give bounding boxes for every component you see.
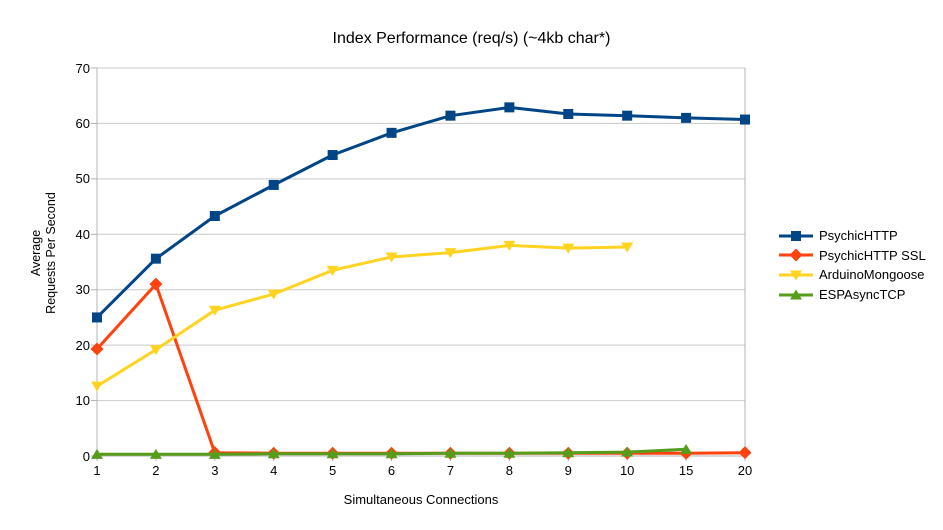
- series-marker-psychichttp-x10: [622, 110, 633, 121]
- series-marker-psychichttp-ssl-x20: [738, 446, 752, 460]
- series-marker-espasynctcp-x1: [91, 448, 103, 459]
- series-marker-arduinomongoose-x4: [267, 289, 280, 300]
- legend-label-espasynctcp: ESPAsyncTCP: [819, 287, 906, 303]
- series-marker-psychichttp-ssl-x2: [149, 277, 163, 291]
- legend-item-espasynctcp: ESPAsyncTCP: [779, 285, 926, 305]
- legend-item-psychichttp: PsychicHTTP: [779, 226, 926, 246]
- series-marker-espasynctcp-x3: [208, 448, 221, 459]
- series-marker-arduinomongoose-x8: [503, 240, 516, 251]
- y-tick-label-70: 70: [75, 60, 90, 76]
- series-marker-psychichttp-x7: [445, 110, 456, 121]
- diamond-marker-icon: [779, 248, 813, 262]
- y-tick-label-30: 30: [75, 282, 90, 298]
- x-tick-label-15: 15: [678, 463, 694, 478]
- series-marker-espasynctcp-x2: [149, 448, 162, 459]
- x-axis-title: Simultaneous Connections: [343, 492, 499, 507]
- x-tick-label-5: 5: [329, 463, 337, 478]
- series-marker-espasynctcp-x9: [562, 447, 575, 458]
- legend-label-psychichttp: PsychicHTTP: [819, 228, 898, 244]
- x-tick-label-2: 2: [152, 463, 160, 478]
- series-marker-arduinomongoose-x10: [621, 242, 634, 253]
- series-marker-psychichttp-x5: [327, 150, 338, 161]
- series-marker-espasynctcp-x5: [326, 448, 339, 459]
- series-marker-arduinomongoose-x1: [91, 381, 103, 392]
- series-marker-espasynctcp-x6: [385, 448, 398, 459]
- legend-item-arduinomongoose: ArduinoMongoose: [779, 265, 926, 285]
- y-tick-label-40: 40: [75, 226, 90, 242]
- square-marker-icon: [779, 230, 813, 241]
- legend-item-psychichttp-ssl: PsychicHTTP SSL: [779, 246, 926, 266]
- y-tick-label-50: 50: [75, 171, 90, 187]
- series-marker-psychichttp-x4: [268, 179, 279, 190]
- series-marker-psychichttp-x2: [150, 253, 161, 264]
- series-marker-arduinomongoose-x9: [562, 243, 575, 254]
- series-marker-arduinomongoose-x5: [326, 265, 339, 276]
- x-tick-label-7: 7: [446, 463, 455, 478]
- series-marker-arduinomongoose-x3: [208, 305, 221, 316]
- series-marker-psychichttp-x9: [563, 109, 574, 120]
- x-tick-label-9: 9: [564, 463, 572, 478]
- triangle-down-marker-icon: [779, 270, 813, 281]
- series-marker-arduinomongoose-x6: [385, 252, 398, 263]
- series-marker-psychichttp-x3: [209, 210, 220, 221]
- x-tick-label-6: 6: [387, 463, 396, 478]
- series-line-arduinomongoose: [96, 243, 628, 388]
- series-marker-espasynctcp-x10: [621, 446, 634, 457]
- x-tick-label-3: 3: [211, 463, 219, 478]
- series-marker-espasynctcp-x15: [680, 443, 693, 454]
- series-marker-psychichttp-x15: [681, 112, 692, 123]
- y-tick-label-60: 60: [75, 115, 90, 131]
- series-line-psychichttp-ssl: [95, 282, 746, 455]
- series-marker-psychichttp-x6: [386, 127, 397, 138]
- series-marker-psychichttp-x1: [92, 312, 102, 323]
- triangle-up-marker-icon: [779, 289, 813, 300]
- series-line-psychichttp: [95, 105, 746, 319]
- y-tick-label-20: 20: [75, 337, 90, 353]
- x-tick-label-10: 10: [619, 463, 635, 478]
- chart-title: Index Performance (req/s) (~4kb char*): [332, 30, 611, 47]
- series-marker-psychichttp-x8: [504, 102, 515, 113]
- series-marker-espasynctcp-x4: [267, 448, 280, 459]
- x-tick-label-20: 20: [737, 463, 753, 478]
- y-tick-label-10: 10: [75, 393, 90, 409]
- series-marker-espasynctcp-x7: [444, 447, 457, 458]
- x-tick-label-4: 4: [270, 463, 278, 478]
- x-tick-label-1: 1: [93, 463, 101, 478]
- series-marker-arduinomongoose-x7: [444, 248, 457, 259]
- series-marker-psychichttp-ssl-x1: [90, 342, 104, 356]
- series-marker-arduinomongoose-x2: [149, 345, 162, 356]
- series-marker-psychichttp-x20: [740, 114, 750, 125]
- legend-label-arduinomongoose: ArduinoMongoose: [819, 267, 925, 283]
- series-marker-espasynctcp-x8: [503, 447, 516, 458]
- legend-label-psychichttp-ssl: PsychicHTTP SSL: [819, 247, 926, 263]
- y-tick-label-0: 0: [82, 448, 90, 464]
- x-tick-label-8: 8: [505, 463, 513, 478]
- legend: PsychicHTTP PsychicHTTP SSL ArduinoMongoos…: [779, 226, 926, 304]
